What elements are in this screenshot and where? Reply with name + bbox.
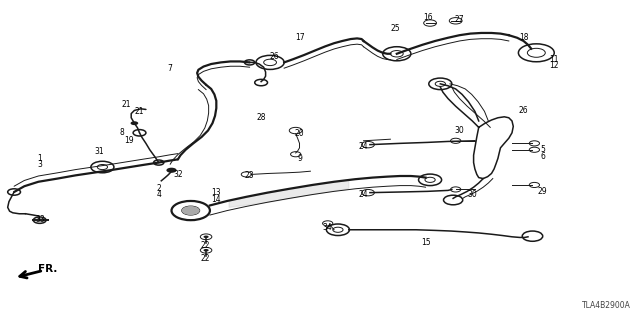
Text: 22: 22 (200, 254, 209, 263)
Text: 14: 14 (211, 195, 221, 204)
Text: 30: 30 (467, 190, 477, 199)
Text: FR.: FR. (38, 264, 58, 275)
Text: 15: 15 (420, 238, 431, 247)
Text: 17: 17 (294, 33, 305, 42)
Text: 21: 21 (122, 100, 131, 109)
Text: 34: 34 (323, 223, 333, 232)
Text: 4: 4 (156, 190, 161, 199)
Text: 18: 18 (519, 33, 528, 42)
Text: 3: 3 (37, 160, 42, 169)
Text: 12: 12 (549, 61, 558, 70)
Text: 13: 13 (211, 188, 221, 197)
Text: 6: 6 (540, 152, 545, 161)
Text: 26: 26 (518, 106, 529, 115)
Text: 24: 24 (358, 190, 369, 199)
Text: 33: 33 (35, 215, 45, 224)
Text: 19: 19 (124, 136, 134, 145)
Text: 8: 8 (119, 128, 124, 137)
Circle shape (182, 206, 200, 215)
Text: 28: 28 (257, 113, 266, 122)
Text: 16: 16 (422, 13, 433, 22)
Text: 27: 27 (454, 15, 465, 24)
Text: 1: 1 (37, 154, 42, 163)
Text: 7: 7 (167, 64, 172, 73)
Text: 26: 26 (269, 52, 279, 61)
Text: 31: 31 (94, 147, 104, 156)
Text: 24: 24 (358, 142, 369, 151)
Text: TLA4B2900A: TLA4B2900A (582, 301, 630, 310)
Text: 25: 25 (390, 24, 401, 33)
Text: 2: 2 (156, 184, 161, 193)
Text: 22: 22 (200, 241, 209, 250)
Circle shape (131, 121, 138, 125)
Circle shape (166, 168, 177, 173)
Text: 9: 9 (297, 154, 302, 163)
Text: 11: 11 (549, 55, 558, 64)
Polygon shape (229, 180, 349, 207)
Circle shape (204, 249, 209, 252)
Text: 21: 21 (135, 108, 144, 116)
Circle shape (204, 236, 209, 238)
Text: 23: 23 (244, 171, 255, 180)
Text: 5: 5 (540, 145, 545, 154)
Text: 20: 20 (294, 129, 305, 138)
Text: 30: 30 (454, 126, 465, 135)
Text: 29: 29 (538, 187, 548, 196)
Text: 32: 32 (173, 170, 183, 179)
